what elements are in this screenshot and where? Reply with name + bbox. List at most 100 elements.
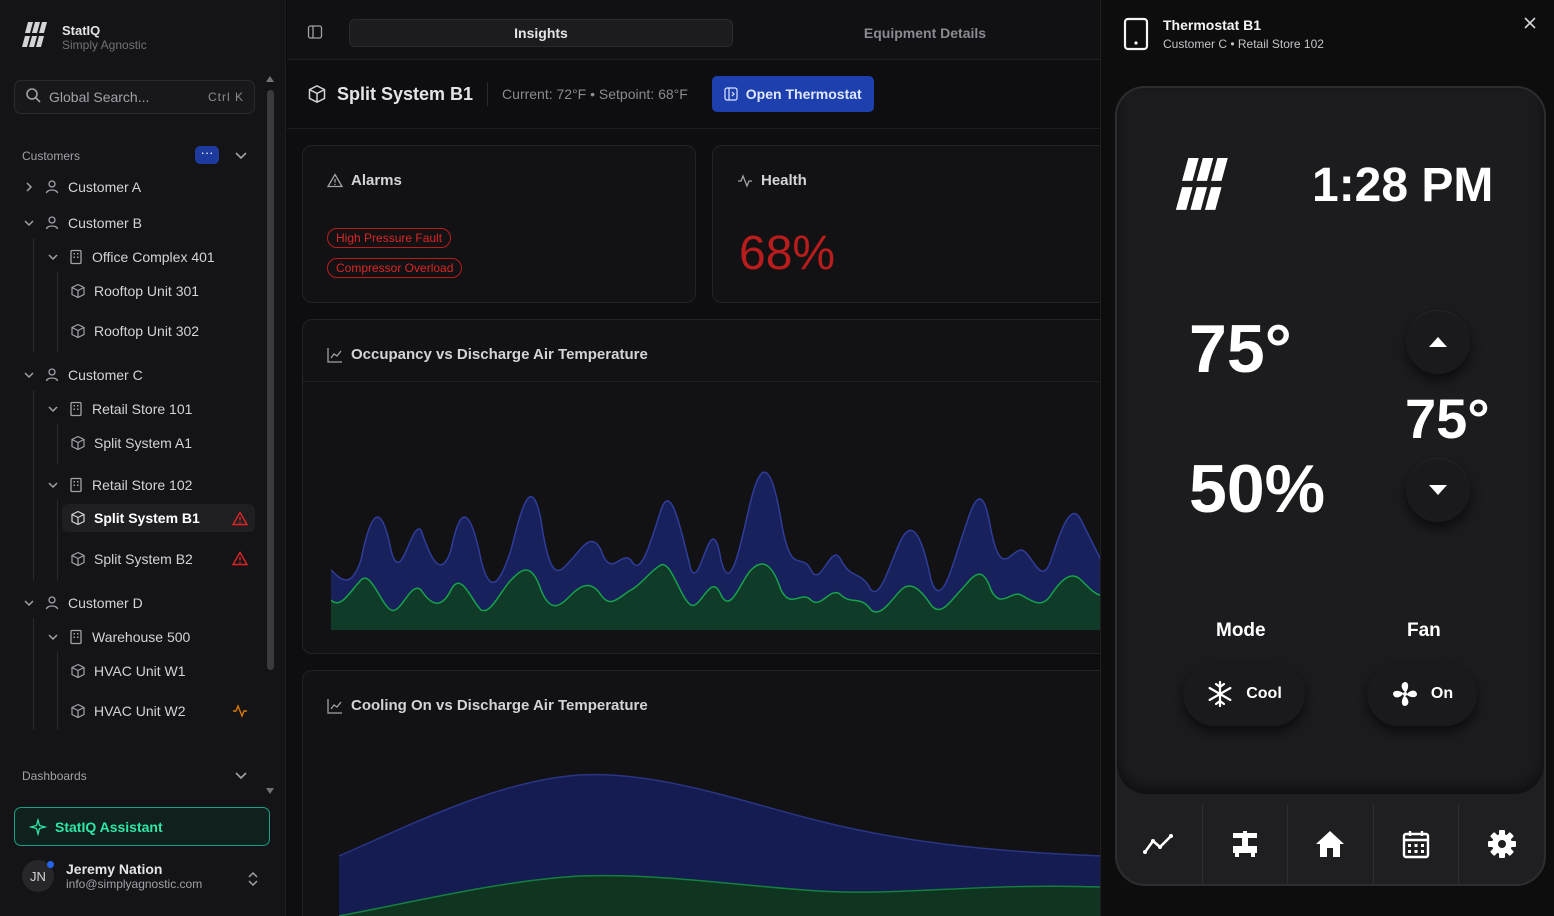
search-shortcut: Ctrl K: [208, 90, 244, 104]
cube-icon: [71, 663, 85, 679]
tree-item-rooftop-unit-301[interactable]: Rooftop Unit 301: [70, 277, 199, 305]
open-thermostat-button[interactable]: Open Thermostat: [711, 76, 874, 112]
triangle-up-icon: [1429, 337, 1447, 347]
tree-item-split-system-a1[interactable]: Split System A1: [70, 429, 192, 457]
alarm-badge[interactable]: High Pressure Fault: [327, 228, 452, 248]
tree-item-label: Warehouse 500: [92, 629, 191, 645]
cooling-on-line: [339, 773, 1101, 857]
tree-guide-line: [33, 618, 34, 730]
fan-icon: [1392, 682, 1417, 706]
close-icon[interactable]: [1523, 14, 1537, 35]
nav-settings[interactable]: [1459, 804, 1544, 884]
mode-button[interactable]: Cool: [1183, 662, 1305, 726]
tree-item-label: Split System B2: [94, 551, 193, 567]
thermostat-nav: [1117, 804, 1544, 884]
tree-item-label: Customer A: [68, 179, 142, 195]
setpoint-increase-button[interactable]: [1406, 310, 1470, 374]
building-icon: [70, 401, 82, 417]
tablet-device-icon: [1123, 17, 1149, 51]
dashboards-label: Dashboards: [22, 769, 87, 783]
tab-equipment-details[interactable]: Equipment Details: [863, 25, 987, 41]
nav-home[interactable]: [1288, 804, 1374, 884]
person-icon: [45, 216, 59, 230]
tree-guide-line: [57, 272, 58, 352]
sidebar-scroll-thumb[interactable]: [267, 90, 274, 670]
activity-pulse-icon: [738, 173, 752, 188]
tree-guide-line: [57, 424, 58, 464]
mode-label: Mode: [1216, 620, 1266, 641]
chevron-down-icon: [24, 372, 34, 379]
person-icon: [45, 596, 59, 610]
tree-item-rooftop-unit-302[interactable]: Rooftop Unit 302: [70, 317, 199, 345]
tree-item-customer-d[interactable]: Customer D: [22, 589, 143, 617]
nav-schedule[interactable]: [1374, 804, 1460, 884]
fan-button[interactable]: On: [1367, 662, 1477, 726]
cube-icon: [71, 703, 85, 719]
sidebar-toggle-icon[interactable]: [307, 24, 323, 45]
chevron-down-icon: [24, 600, 34, 607]
setpoint-value: 75°: [1405, 387, 1490, 450]
current-temperature: 75°: [1189, 311, 1292, 387]
tree-item-label: Rooftop Unit 301: [94, 283, 200, 299]
tree-item-customer-b[interactable]: Customer B: [22, 209, 142, 237]
tree-item-warehouse-500[interactable]: Warehouse 500: [46, 623, 190, 651]
assistant-button[interactable]: StatIQ Assistant: [14, 807, 270, 846]
chevron-up-down-icon[interactable]: [246, 870, 260, 893]
customers-more-button[interactable]: ···: [195, 146, 219, 164]
tree-item-retail-store-102[interactable]: Retail Store 102: [46, 471, 192, 499]
avatar-initials: JN: [30, 868, 46, 884]
cube-icon: [308, 85, 326, 103]
statiq-logo-icon: [22, 22, 52, 53]
chevron-right-icon: [26, 182, 33, 192]
alarms-title: Alarms: [327, 172, 402, 189]
tab-bar: Insights Equipment Details: [287, 0, 1100, 60]
gear-icon: [1487, 830, 1516, 858]
alarm-badge[interactable]: Compressor Overload: [327, 258, 463, 278]
tree-item-office-complex-401[interactable]: Office Complex 401: [46, 243, 215, 271]
user-menu[interactable]: JN Jeremy Nation info@simplyagnostic.com: [22, 860, 202, 892]
nav-equipment[interactable]: [1203, 804, 1289, 884]
cooling-discharge-area: [339, 875, 1101, 916]
tree-item-label: Customer B: [68, 215, 142, 231]
tab-insights[interactable]: Insights: [349, 19, 733, 47]
nav-trends[interactable]: [1117, 804, 1203, 884]
tree-item-customer-c[interactable]: Customer C: [22, 361, 143, 389]
chevron-down-icon: [24, 220, 34, 227]
cooling-chart-card: Cooling On vs Discharge Air Temperature: [302, 670, 1132, 916]
global-search[interactable]: Ctrl K: [14, 80, 255, 114]
brand[interactable]: StatIQ Simply Agnostic: [22, 22, 147, 53]
panel-subtitle: Customer C • Retail Store 102: [1163, 37, 1324, 51]
thermostat-device: 1:28 PM 75° 50% 75° Mode Fan: [1115, 86, 1546, 886]
occupancy-chart-title: Occupancy vs Discharge Air Temperature: [327, 346, 648, 363]
fan-label: Fan: [1407, 620, 1441, 641]
cube-icon: [71, 510, 85, 526]
customers-collapse-chevron-icon[interactable]: [232, 146, 250, 164]
tree-item-label: Split System A1: [94, 435, 193, 451]
tree-guide-line: [57, 652, 58, 730]
health-title: Health: [737, 172, 807, 189]
tree-item-retail-store-101[interactable]: Retail Store 101: [46, 395, 192, 423]
tree-item-label: Office Complex 401: [92, 249, 215, 265]
tree-item-customer-a[interactable]: Customer A: [22, 173, 141, 201]
setpoint-decrease-button[interactable]: [1406, 458, 1470, 522]
alert-triangle-icon: [231, 551, 249, 571]
sidebar-scrollbar[interactable]: [265, 74, 275, 796]
search-input[interactable]: [49, 89, 189, 105]
sparkles-icon: [29, 817, 47, 836]
occupancy-chart-card: Occupancy vs Discharge Air Temperature: [302, 319, 1132, 654]
tree-item-label: HVAC Unit W2: [94, 703, 186, 719]
dashboards-collapse-chevron-icon[interactable]: [232, 766, 250, 784]
tree-item-label: Split System B1: [94, 510, 200, 526]
person-icon: [45, 180, 59, 194]
tree-item-hvac-unit-w2[interactable]: HVAC Unit W2: [70, 697, 186, 725]
alarms-card: Alarms High Pressure Fault Compressor Ov…: [302, 145, 696, 303]
tree-item-split-system-b2[interactable]: Split System B2: [70, 545, 193, 573]
person-icon: [45, 368, 59, 382]
tree-guide-line: [33, 390, 34, 580]
tree-item-split-system-b1[interactable]: Split System B1: [62, 504, 255, 532]
tree-item-hvac-unit-w1[interactable]: HVAC Unit W1: [70, 657, 186, 685]
title-divider: [487, 82, 489, 106]
current-humidity: 50%: [1189, 451, 1326, 527]
chevron-down-icon: [48, 254, 58, 261]
